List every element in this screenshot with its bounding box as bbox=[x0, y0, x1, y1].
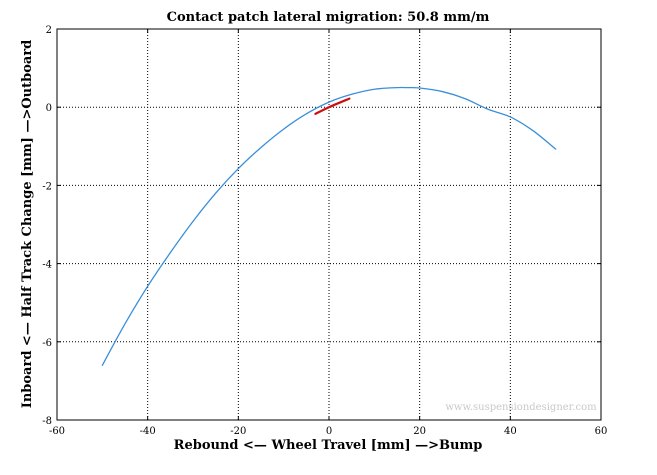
y-tick-label: 0 bbox=[46, 103, 52, 114]
half-track-change-curve bbox=[101, 86, 557, 366]
grid bbox=[57, 29, 601, 420]
x-tick-label: -60 bbox=[49, 426, 65, 437]
series-lines bbox=[101, 86, 557, 366]
x-tick-label: -40 bbox=[140, 426, 156, 437]
y-tick-label: -4 bbox=[42, 260, 52, 271]
y-tick-label: -2 bbox=[42, 181, 52, 192]
x-tick-label: 40 bbox=[504, 426, 517, 437]
watermark: www.suspensiondesigner.com bbox=[445, 402, 597, 413]
axis-ticks: -60 -40 -20 0 20 40 60-8-6-4-202 bbox=[42, 25, 607, 437]
chart-title: Contact patch lateral migration: 50.8 mm… bbox=[167, 10, 490, 25]
y-tick-label: -8 bbox=[42, 416, 52, 427]
migration-tangent-segment bbox=[314, 97, 351, 115]
y-axis-title: Inboard <— Half Track Change [mm] —>Outb… bbox=[20, 40, 35, 409]
y-tick-label: -6 bbox=[42, 338, 52, 349]
y-tick-label: 2 bbox=[46, 25, 52, 36]
x-tick-label: 20 bbox=[413, 426, 426, 437]
x-tick-label: 60 bbox=[595, 426, 608, 437]
x-tick-label: 0 bbox=[326, 426, 332, 437]
x-axis-title: Rebound <— Wheel Travel [mm] —>Bump bbox=[174, 438, 483, 453]
x-tick-label: -20 bbox=[230, 426, 246, 437]
